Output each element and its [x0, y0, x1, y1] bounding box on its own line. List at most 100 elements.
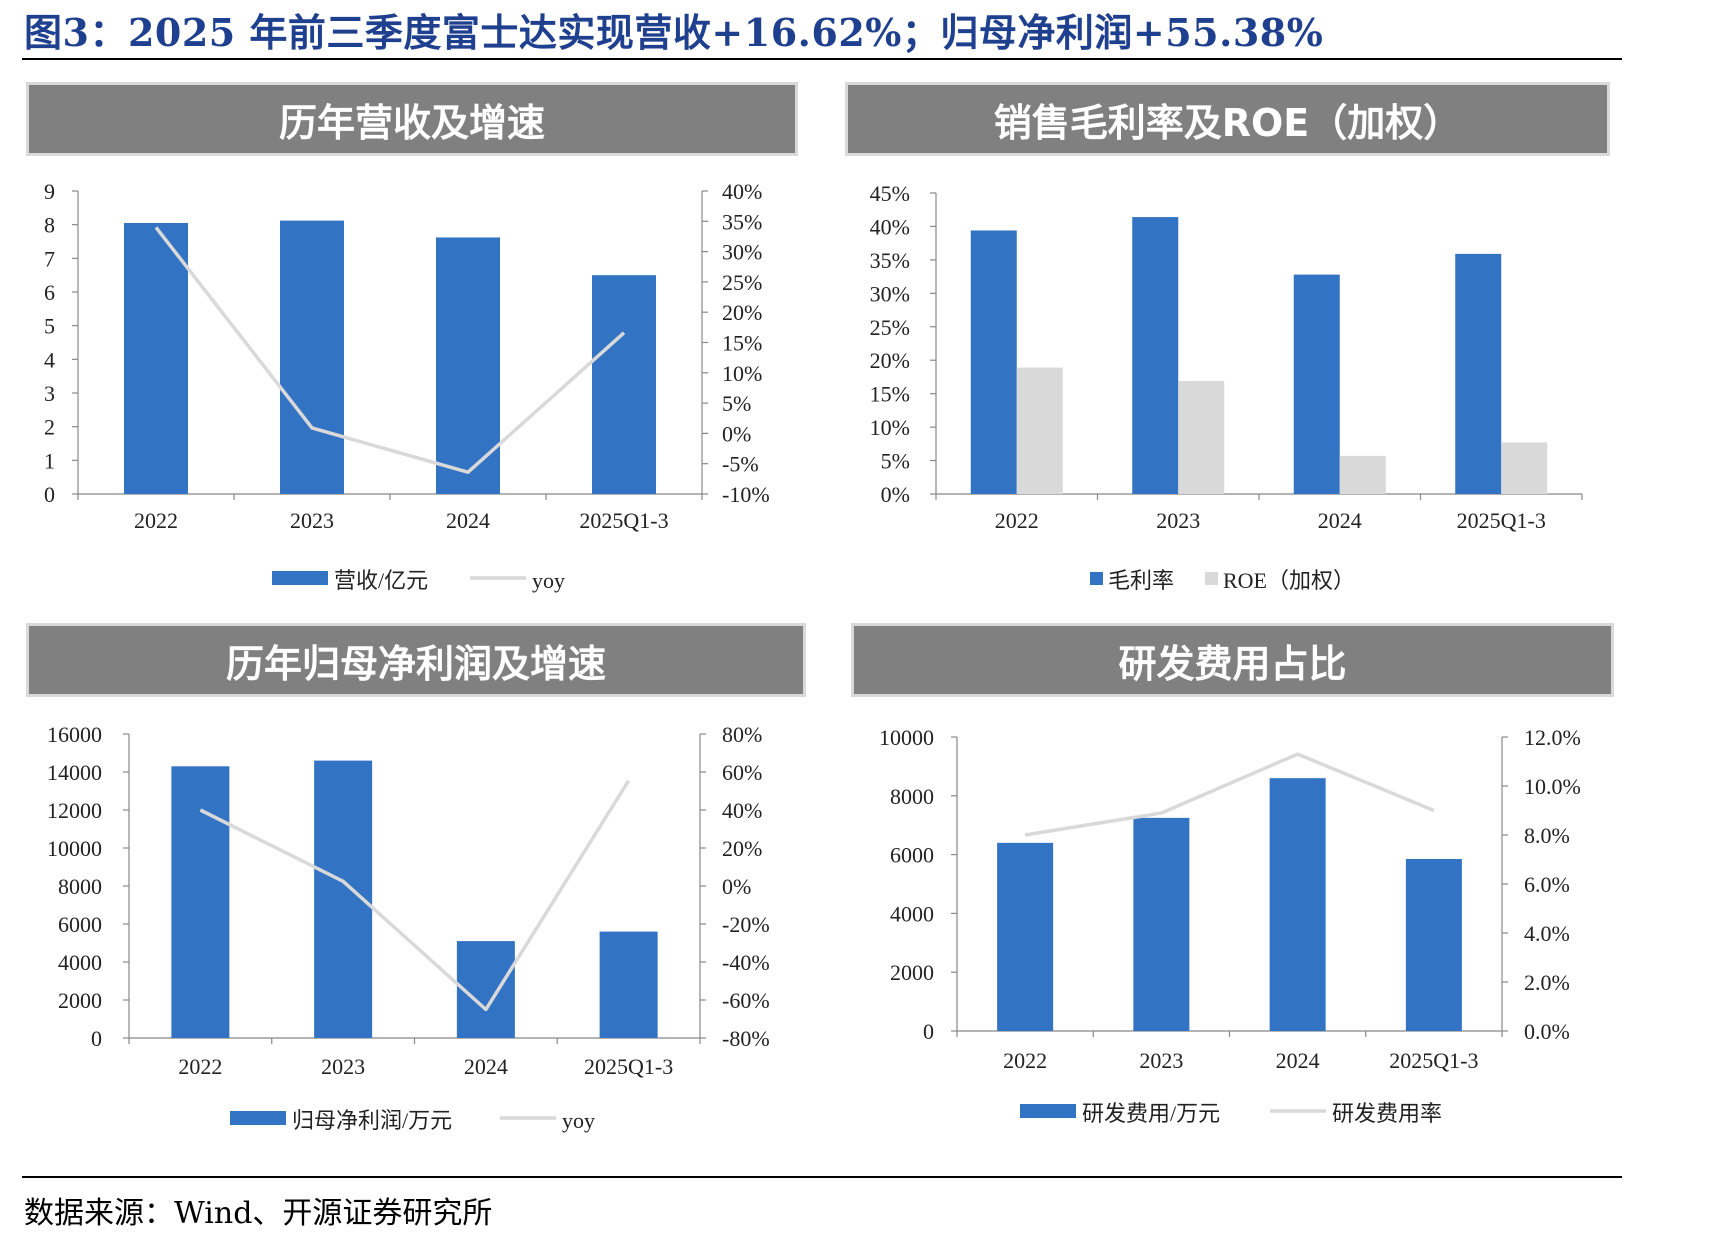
- line-yoy: [199, 779, 631, 1012]
- left-tick-label: 8000: [890, 784, 934, 809]
- left-tick-label: 5: [44, 314, 55, 339]
- right-tick-label: 4.0%: [1524, 921, 1570, 946]
- left-tick-label: 0: [44, 482, 55, 507]
- figure-title: 图3：2025 年前三季度富士达实现营收+16.62%；归母净利润+55.38%: [24, 10, 1324, 55]
- bar-研发费用/万元: [1405, 859, 1462, 1031]
- line-研发费用率: [1024, 752, 1435, 837]
- right-tick-label: -20%: [722, 912, 770, 937]
- left-tick-label: 5%: [881, 449, 910, 474]
- left-tick-label: 4: [44, 347, 55, 372]
- top-rule: [22, 58, 1622, 60]
- bar-归母净利润/万元: [456, 941, 515, 1038]
- bar-毛利率: [1132, 217, 1179, 494]
- legend-label: ROE（加权）: [1223, 568, 1355, 593]
- right-tick-label: 6.0%: [1524, 872, 1570, 897]
- legend-swatch: [230, 1111, 286, 1125]
- left-tick-label: 15%: [870, 382, 910, 407]
- panel-title-rd: 研发费用占比: [851, 623, 1614, 697]
- left-tick-label: 14000: [47, 760, 102, 785]
- right-tick-label: 8.0%: [1524, 823, 1570, 848]
- left-tick-label: 6000: [890, 843, 934, 868]
- x-tick-label: 2025Q1-3: [579, 508, 668, 533]
- bar-营收/亿元: [436, 237, 500, 494]
- right-tick-label: 0%: [722, 874, 751, 899]
- left-tick-label: 0: [91, 1026, 102, 1051]
- bar-归母净利润/万元: [599, 931, 658, 1038]
- x-tick-label: 2024: [446, 508, 490, 533]
- right-tick-label: 5%: [722, 391, 751, 416]
- bar-ROE（加权）: [1501, 442, 1548, 494]
- bar-营收/亿元: [280, 220, 344, 495]
- left-tick-label: 3: [44, 381, 55, 406]
- x-tick-label: 2023: [1156, 508, 1200, 533]
- bar-毛利率: [970, 230, 1017, 495]
- right-tick-label: 20%: [722, 300, 762, 325]
- legend-label: yoy: [532, 568, 565, 593]
- x-tick-label: 2022: [178, 1054, 222, 1079]
- legend-label: 营收/亿元: [334, 568, 428, 593]
- right-tick-label: 0.0%: [1524, 1019, 1570, 1044]
- right-tick-label: 30%: [722, 240, 762, 265]
- right-tick-label: 25%: [722, 270, 762, 295]
- left-tick-label: 2000: [890, 960, 934, 985]
- chart-revenue: 0 1 2 3 4 5 6 7 8 9 -10% -5% 0% 5% 10% 15% 20% 25% 30% 35% 4…: [44, 179, 770, 593]
- right-tick-label: -80%: [722, 1026, 770, 1051]
- x-tick-label: 2024: [1318, 508, 1362, 533]
- left-tick-label: 10000: [47, 836, 102, 861]
- x-tick-label: 2023: [1139, 1048, 1183, 1073]
- left-tick-label: 0%: [881, 482, 910, 507]
- right-tick-label: 10.0%: [1524, 774, 1581, 799]
- bar-营收/亿元: [124, 222, 188, 494]
- left-tick-label: 4000: [890, 901, 934, 926]
- right-tick-label: -5%: [722, 452, 759, 477]
- panel-title-margin: 销售毛利率及ROE（加权）: [845, 82, 1610, 156]
- bar-ROE（加权）: [1339, 455, 1386, 494]
- x-tick-label: 2022: [995, 508, 1039, 533]
- chart-margin: 0% 5% 10% 15% 20% 25% 30% 35% 40% 45% 2022 2023 2024…: [870, 181, 1583, 593]
- left-tick-label: 12000: [47, 798, 102, 823]
- left-tick-label: 2: [44, 415, 55, 440]
- x-tick-label: 2023: [290, 508, 334, 533]
- right-tick-label: 15%: [722, 331, 762, 356]
- left-tick-label: 0: [923, 1019, 934, 1044]
- left-tick-label: 6: [44, 280, 55, 305]
- bar-营收/亿元: [592, 275, 656, 494]
- bar-毛利率: [1455, 253, 1502, 494]
- bar-研发费用/万元: [1133, 817, 1190, 1031]
- bottom-rule: [22, 1176, 1622, 1178]
- bar-ROE（加权）: [1016, 367, 1063, 494]
- right-tick-label: 80%: [722, 722, 762, 747]
- left-tick-label: 6000: [58, 912, 102, 937]
- bar-归母净利润/万元: [171, 766, 230, 1038]
- x-tick-label: 2024: [1276, 1048, 1320, 1073]
- right-tick-label: 40%: [722, 179, 762, 204]
- right-tick-label: -60%: [722, 988, 770, 1013]
- panel-title-profit: 历年归母净利润及增速: [26, 623, 806, 697]
- left-tick-label: 7: [44, 246, 55, 271]
- left-tick-label: 45%: [870, 181, 910, 206]
- x-tick-label: 2023: [321, 1054, 365, 1079]
- legend-label: 归母净利润/万元: [292, 1108, 452, 1133]
- x-tick-label: 2025Q1-3: [1389, 1048, 1478, 1073]
- left-tick-label: 35%: [870, 248, 910, 273]
- left-tick-label: 40%: [870, 214, 910, 239]
- right-tick-label: 10%: [722, 361, 762, 386]
- right-tick-label: 35%: [722, 209, 762, 234]
- right-tick-label: -10%: [722, 482, 770, 507]
- legend-swatch: [272, 571, 328, 585]
- bar-研发费用/万元: [997, 842, 1054, 1031]
- bar-ROE（加权）: [1178, 380, 1225, 494]
- chart-profit: 0 2000 4000 6000 8000 10000 12000 14000 16000 -80…: [47, 722, 770, 1133]
- left-tick-label: 10%: [870, 415, 910, 440]
- left-tick-label: 10000: [879, 725, 934, 750]
- legend-swatch: [1090, 572, 1103, 585]
- right-tick-label: -40%: [722, 950, 770, 975]
- legend-swatch: [1205, 572, 1218, 585]
- left-tick-label: 2000: [58, 988, 102, 1013]
- source-note: 数据来源：Wind、开源证券研究所: [24, 1196, 493, 1231]
- left-tick-label: 8: [44, 213, 55, 238]
- left-tick-label: 25%: [870, 315, 910, 340]
- legend-swatch: [1020, 1104, 1076, 1118]
- right-tick-label: 20%: [722, 836, 762, 861]
